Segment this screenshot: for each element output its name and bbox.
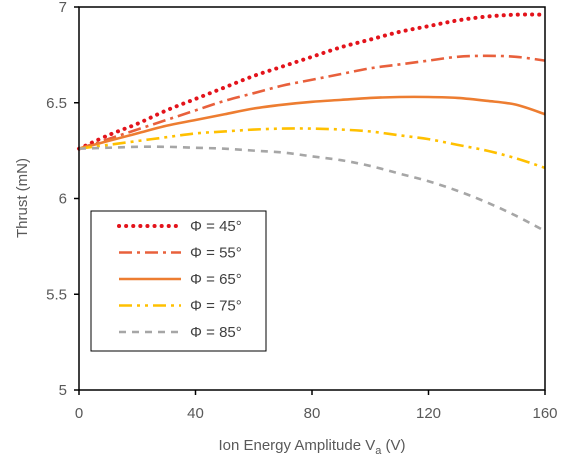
x-axis-ticks: 0 40 80 120 160: [75, 390, 558, 422]
x-tick-label: 160: [532, 405, 557, 422]
x-axis-title-unit: (V): [381, 437, 405, 454]
y-tick-label: 5.5: [46, 286, 67, 303]
legend-label-4: Φ = 75°: [190, 298, 242, 315]
legend-label-1: Φ = 45°: [190, 218, 242, 235]
y-tick-label: 6.5: [46, 95, 67, 112]
series-line-3: [78, 95, 546, 150]
x-axis-title-subscript: a: [375, 445, 382, 457]
x-axis-title: Ion Energy Amplitude Va (V): [218, 437, 405, 457]
y-tick-label: 7: [59, 0, 67, 16]
legend-label-5: Φ = 85°: [190, 324, 242, 341]
legend-items: Φ = 45° Φ = 55° Φ = 65° Φ = 75° Φ = 85°: [117, 218, 242, 341]
series-line-5: [78, 145, 546, 233]
plot-layer: [77, 12, 547, 233]
series-line-4: [78, 127, 546, 170]
y-tick-label: 5: [59, 382, 67, 399]
series-line-2: [78, 54, 546, 150]
x-tick-label: 40: [187, 405, 204, 422]
x-axis-title-main: Ion Energy Amplitude V: [218, 437, 375, 454]
y-axis-ticks: 5 5.5 6 6.5 7: [46, 0, 79, 399]
series-line-1: [77, 12, 547, 151]
legend-label-3: Φ = 65°: [190, 271, 242, 288]
x-tick-label: 80: [304, 405, 321, 422]
legend: Φ = 45° Φ = 55° Φ = 65° Φ = 75° Φ = 85°: [90, 210, 267, 352]
y-axis-title: Thrust (mN): [14, 158, 31, 238]
x-tick-label: 0: [75, 405, 83, 422]
y-tick-label: 6: [59, 191, 67, 208]
legend-label-2: Φ = 55°: [190, 245, 242, 262]
x-tick-label: 120: [416, 405, 441, 422]
legend-box: [90, 210, 267, 352]
